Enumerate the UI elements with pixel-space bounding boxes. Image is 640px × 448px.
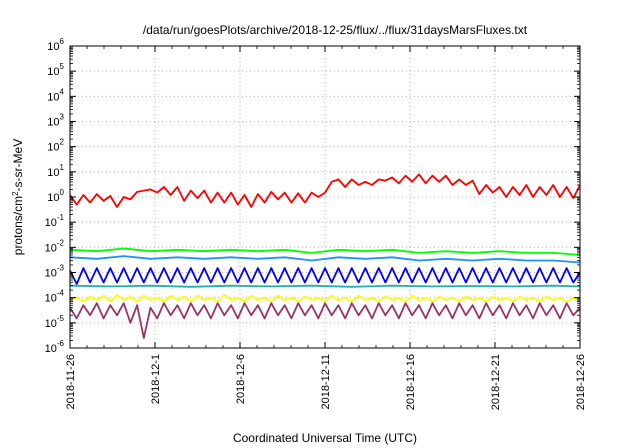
y-tick-exp: -5 <box>57 314 65 323</box>
y-tick-base: 10 <box>45 343 57 355</box>
y-tick-exp: 5 <box>60 62 65 71</box>
y-tick-base: 10 <box>45 293 57 305</box>
y-tick-label: 10-2 <box>45 238 65 254</box>
x-tick-label: 2018-12-16 <box>405 354 417 410</box>
x-tick-label: 2018-12-26 <box>575 354 587 410</box>
y-tick-exp: 4 <box>60 87 65 96</box>
series-line-3 <box>69 255 581 264</box>
series-line-4 <box>69 267 581 285</box>
y-tick-base: 10 <box>45 217 57 229</box>
x-tick-labels: 2018-11-26 2018-12-1 2018-12-6 2018-12-11 20… <box>65 354 587 410</box>
y-tick-label: 101 <box>47 163 64 179</box>
y-axis-title-sup: 2 <box>11 191 20 196</box>
y-tick-labels: 10-610-510-410-310-210-11001011021031041… <box>45 37 65 355</box>
y-tick-exp: 6 <box>60 37 65 46</box>
y-tick-label: 100 <box>47 188 64 204</box>
y-tick-base: 10 <box>47 117 59 129</box>
y-tick-label: 10-5 <box>45 314 65 330</box>
x-axis-title: Coordinated Universal Time (UTC) <box>233 431 417 445</box>
x-tick-label: 2018-12-11 <box>320 354 332 409</box>
y-tick-base: 10 <box>47 167 59 179</box>
y-tick-base: 10 <box>47 192 59 204</box>
y-axis-title-suffix: -s-sr-MeV <box>11 139 25 192</box>
y-tick-base: 10 <box>45 318 57 330</box>
y-tick-base: 10 <box>47 142 59 154</box>
x-tick-label: 2018-11-26 <box>65 354 77 409</box>
y-tick-exp: 1 <box>60 163 65 172</box>
y-tick-label: 105 <box>47 62 64 78</box>
y-tick-label: 103 <box>47 113 64 129</box>
y-tick-label: 10-1 <box>45 213 65 229</box>
y-tick-label: 10-3 <box>45 264 65 280</box>
x-tick-label: 2018-12-6 <box>235 354 247 404</box>
y-tick-base: 10 <box>45 242 57 254</box>
series-line-5 <box>69 284 581 288</box>
y-tick-base: 10 <box>47 91 59 103</box>
y-tick-label: 106 <box>47 37 64 53</box>
y-tick-exp: 3 <box>60 113 65 122</box>
y-tick-base: 10 <box>45 268 57 280</box>
series-line-1 <box>69 173 581 208</box>
axis-ticks <box>69 45 581 349</box>
y-tick-exp: -2 <box>57 238 65 247</box>
y-tick-base: 10 <box>47 41 59 53</box>
y-tick-base: 10 <box>47 66 59 78</box>
y-tick-label: 102 <box>47 138 64 154</box>
y-tick-exp: 2 <box>60 138 65 147</box>
y-tick-exp: -1 <box>57 213 65 222</box>
y-tick-label: 104 <box>47 87 64 103</box>
series-line-7 <box>69 302 581 339</box>
x-tick-label: 2018-12-21 <box>490 354 502 410</box>
chart-title: /data/run/goesPlots/archive/2018-12-25/f… <box>143 23 528 37</box>
x-tick-label: 2018-12-1 <box>150 354 162 404</box>
series-line-2 <box>69 247 581 256</box>
y-axis-title: protons/cm2-s-sr-MeV <box>11 139 26 255</box>
series-group <box>69 173 581 339</box>
y-tick-label: 10-4 <box>45 289 65 305</box>
y-tick-exp: -4 <box>57 289 65 298</box>
series-line-6 <box>69 293 581 303</box>
y-tick-exp: -6 <box>57 339 65 348</box>
y-tick-exp: 0 <box>60 188 65 197</box>
y-tick-label: 10-6 <box>45 339 65 355</box>
y-tick-exp: -3 <box>57 264 65 273</box>
y-axis-title-prefix: protons/cm <box>11 196 25 255</box>
